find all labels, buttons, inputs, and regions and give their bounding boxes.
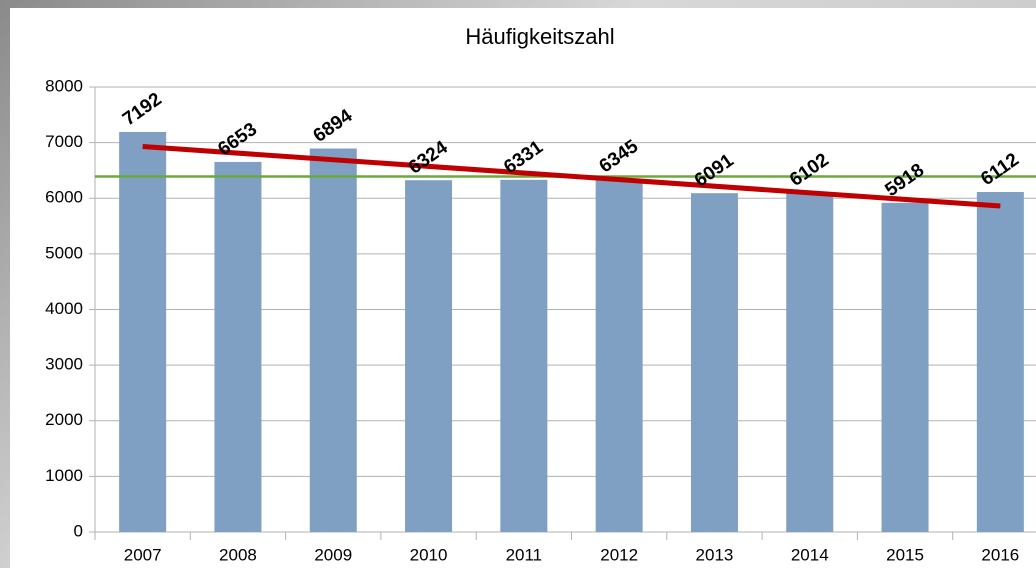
bar	[976, 192, 1024, 532]
y-tick-label: 3000	[45, 355, 83, 374]
x-tick-label: 2008	[219, 545, 257, 564]
chart-title: Häufigkeitszahl	[465, 24, 614, 49]
y-tick-label: 7000	[45, 132, 83, 151]
trend-line	[142, 144, 1001, 209]
y-tick-label: 0	[74, 521, 83, 540]
x-tick-label: 2010	[410, 545, 448, 564]
x-tick-label: 2011	[506, 545, 543, 564]
x-tick-label: 2013	[696, 545, 734, 564]
bar	[500, 179, 548, 532]
bar	[405, 180, 453, 533]
y-tick-label: 5000	[45, 243, 83, 262]
y-tick-label: 8000	[45, 76, 83, 95]
bar	[595, 179, 643, 532]
x-tick-label: 2015	[886, 545, 924, 564]
bar	[786, 192, 834, 533]
x-tick-label: 2009	[314, 545, 352, 564]
y-tick-label: 4000	[45, 299, 83, 318]
x-tick-label: 2014	[791, 545, 829, 564]
bar	[119, 131, 167, 532]
y-tick-label: 2000	[45, 410, 83, 429]
x-tick-label: 2012	[600, 545, 638, 564]
bar	[690, 193, 738, 533]
y-tick-label: 1000	[45, 466, 83, 485]
bar	[309, 148, 357, 533]
x-tick-label: 2007	[124, 545, 162, 564]
bar	[881, 202, 929, 532]
x-tick-label: 2016	[981, 545, 1019, 564]
bar	[214, 161, 262, 532]
y-tick-label: 6000	[45, 188, 83, 207]
